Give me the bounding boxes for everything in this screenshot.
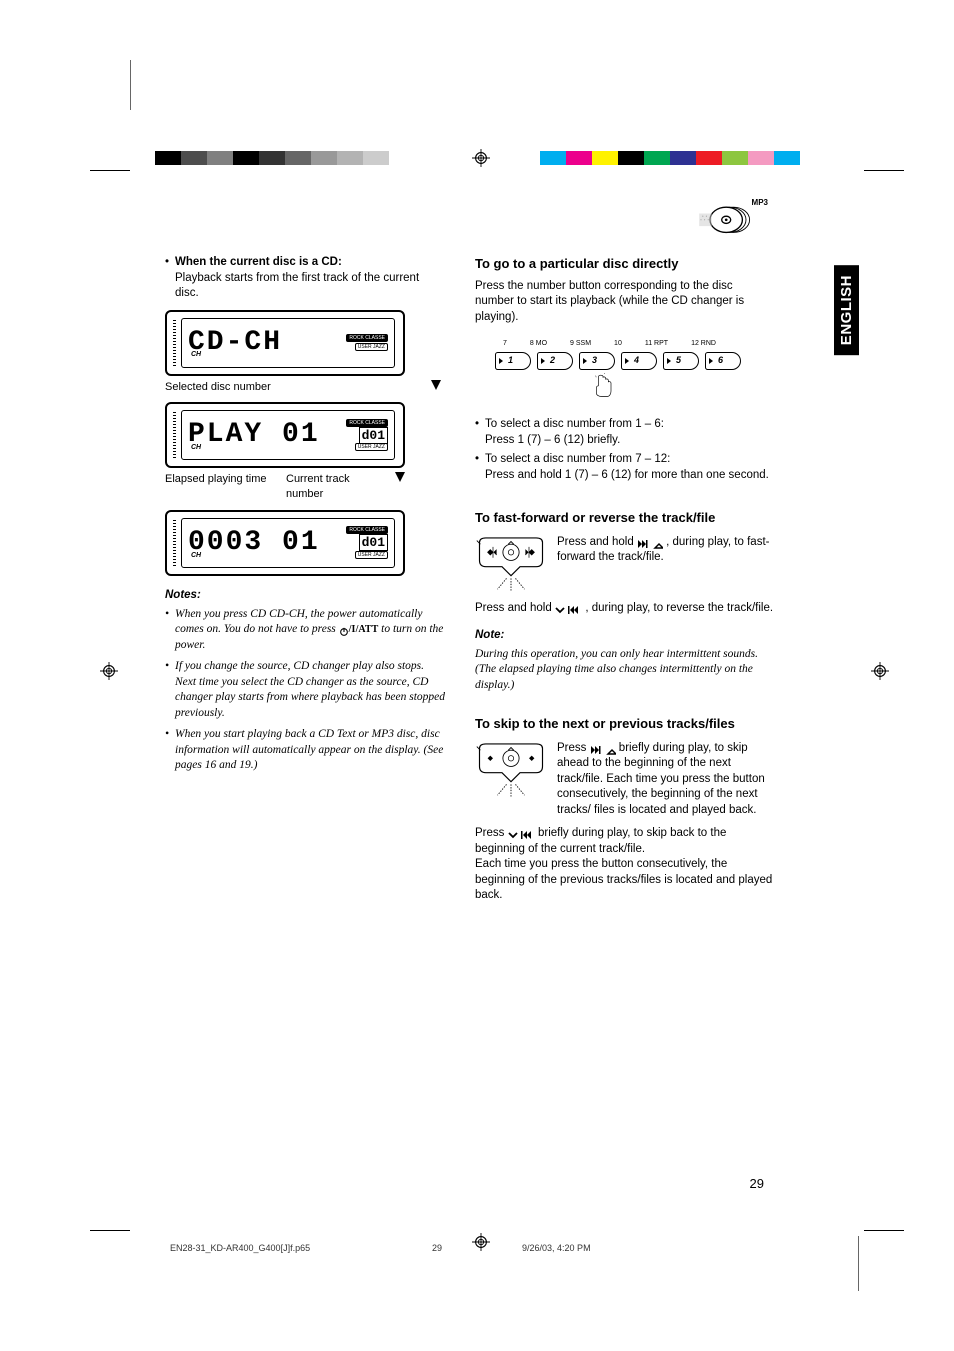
mp3-disc-icon: MP3 <box>692 200 764 236</box>
footer-date: 9/26/03, 4:20 PM <box>522 1243 784 1253</box>
crop-mark <box>858 1236 859 1291</box>
color-swatch <box>540 151 566 165</box>
page-number: 29 <box>750 1176 764 1191</box>
footer: EN28-31_KD-AR400_G400[J]f.p65 29 9/26/03… <box>100 1243 854 1253</box>
next-track-icon <box>590 743 616 753</box>
control-dial-icon <box>475 535 547 593</box>
finger-press-icon <box>595 373 615 398</box>
right-column: To go to a particular disc directly Pres… <box>475 255 774 904</box>
skip-prev-text: Press briefly during play, to skip back … <box>475 826 774 904</box>
color-swatch <box>233 151 259 165</box>
color-bar-left <box>155 151 415 165</box>
cd-bold: When the current disc is a CD: <box>175 256 342 268</box>
color-swatch <box>259 151 285 165</box>
sel-7-12: • To select a disc number from 7 – 12:Pr… <box>475 452 774 483</box>
crop-mark <box>864 1230 904 1231</box>
rewind-icon <box>568 603 582 613</box>
sel-1-6: • To select a disc number from 1 – 6:Pre… <box>475 417 774 448</box>
lcd3-text: 0003 01 <box>188 524 346 562</box>
color-swatch <box>566 151 592 165</box>
color-swatch <box>207 151 233 165</box>
lcd-display-1: CD-CH ROCK CLASSE USER JAZZ CH <box>165 310 405 376</box>
color-swatch <box>592 151 618 165</box>
num-btn-label: 10 <box>614 339 622 348</box>
color-swatch <box>363 151 389 165</box>
crop-mark <box>864 170 904 171</box>
color-swatch <box>311 151 337 165</box>
language-tab: ENGLISH <box>834 265 859 355</box>
registration-mark-icon <box>100 662 118 680</box>
left-column: • When the current disc is a CD: Playbac… <box>165 255 445 904</box>
color-swatch <box>181 151 207 165</box>
registration-mark-icon <box>871 662 889 680</box>
crop-mark <box>90 1230 130 1231</box>
color-swatch <box>337 151 363 165</box>
power-icon <box>339 624 349 634</box>
num-button: 2 <box>537 352 573 370</box>
color-swatch <box>670 151 696 165</box>
num-button: 5 <box>663 352 699 370</box>
num-btn-label: 9 SSM <box>570 339 591 348</box>
color-swatch <box>618 151 644 165</box>
crop-mark <box>130 60 131 110</box>
num-btn-label: 8 MO <box>530 339 547 348</box>
footer-filename: EN28-31_KD-AR400_G400[J]f.p65 <box>170 1243 432 1253</box>
number-buttons-graphic: 7 8 MO 9 SSM 10 11 RPT 12 RND 123456 <box>495 339 774 403</box>
dial-ff: Press and hold , during play, to fast-fo… <box>475 535 774 593</box>
down-chevron-icon <box>555 603 565 613</box>
heading-skip: To skip to the next or previous tracks/f… <box>475 715 774 733</box>
num-btn-label: 7 <box>503 339 507 348</box>
notes-body: • When you press CD CD-CH, the power aut… <box>165 607 445 774</box>
num-btn-label: 12 RND <box>691 339 716 348</box>
color-bar-right <box>540 151 800 165</box>
lcd-display-2: PLAY 01 ROCK CLASSE d01 USER JAZZ CH <box>165 402 405 468</box>
page: MP3 ENGLISH • When the current disc is a… <box>0 0 954 1351</box>
mp3-text: MP3 <box>752 198 768 207</box>
color-swatch <box>389 151 415 165</box>
num-button: 6 <box>705 352 741 370</box>
heading-goto-disc: To go to a particular disc directly <box>475 255 774 273</box>
color-swatch <box>285 151 311 165</box>
footer-page: 29 <box>432 1243 442 1253</box>
heading-ff-rev: To fast-forward or reverse the track/fil… <box>475 509 774 527</box>
color-swatch <box>722 151 748 165</box>
lcd2-text: PLAY 01 <box>188 416 346 454</box>
rev-text: Press and hold , during play, to reverse… <box>475 601 774 617</box>
color-swatch <box>644 151 670 165</box>
p-goto-disc: Press the number button corresponding to… <box>475 279 774 326</box>
color-swatch <box>696 151 722 165</box>
fast-forward-icon <box>637 537 663 547</box>
color-swatch <box>748 151 774 165</box>
num-button: 1 <box>495 352 531 370</box>
note-heading: Note: <box>475 628 774 644</box>
note-body: During this operation, you can only hear… <box>475 647 774 694</box>
crop-mark <box>90 170 130 171</box>
color-swatch <box>155 151 181 165</box>
num-btn-label: 11 RPT <box>645 339 668 348</box>
prev-track-icon <box>521 828 535 838</box>
num-button: 4 <box>621 352 657 370</box>
num-button: 3 <box>579 352 615 370</box>
cd-body: Playback starts from the first track of … <box>175 272 419 300</box>
content-area: • When the current disc is a CD: Playbac… <box>165 255 774 904</box>
lcd1-text: CD-CH <box>188 324 346 362</box>
caption-1: Selected disc number <box>165 380 445 395</box>
control-dial-icon <box>475 741 547 799</box>
color-swatch <box>774 151 800 165</box>
bullet-cd: • When the current disc is a CD: Playbac… <box>165 255 445 302</box>
down-chevron-icon <box>508 828 518 838</box>
notes-heading: Notes: <box>165 588 445 604</box>
down-arrow-icon <box>395 472 405 482</box>
dial-skip: Press briefly during play, to skip ahead… <box>475 741 774 819</box>
caption-2: Elapsed playing time Current track numbe… <box>165 472 405 502</box>
down-arrow-icon <box>431 380 441 390</box>
registration-mark-icon <box>472 149 490 167</box>
lcd-display-3: 0003 01 ROCK CLASSE d01 USER JAZZ CH <box>165 510 405 576</box>
